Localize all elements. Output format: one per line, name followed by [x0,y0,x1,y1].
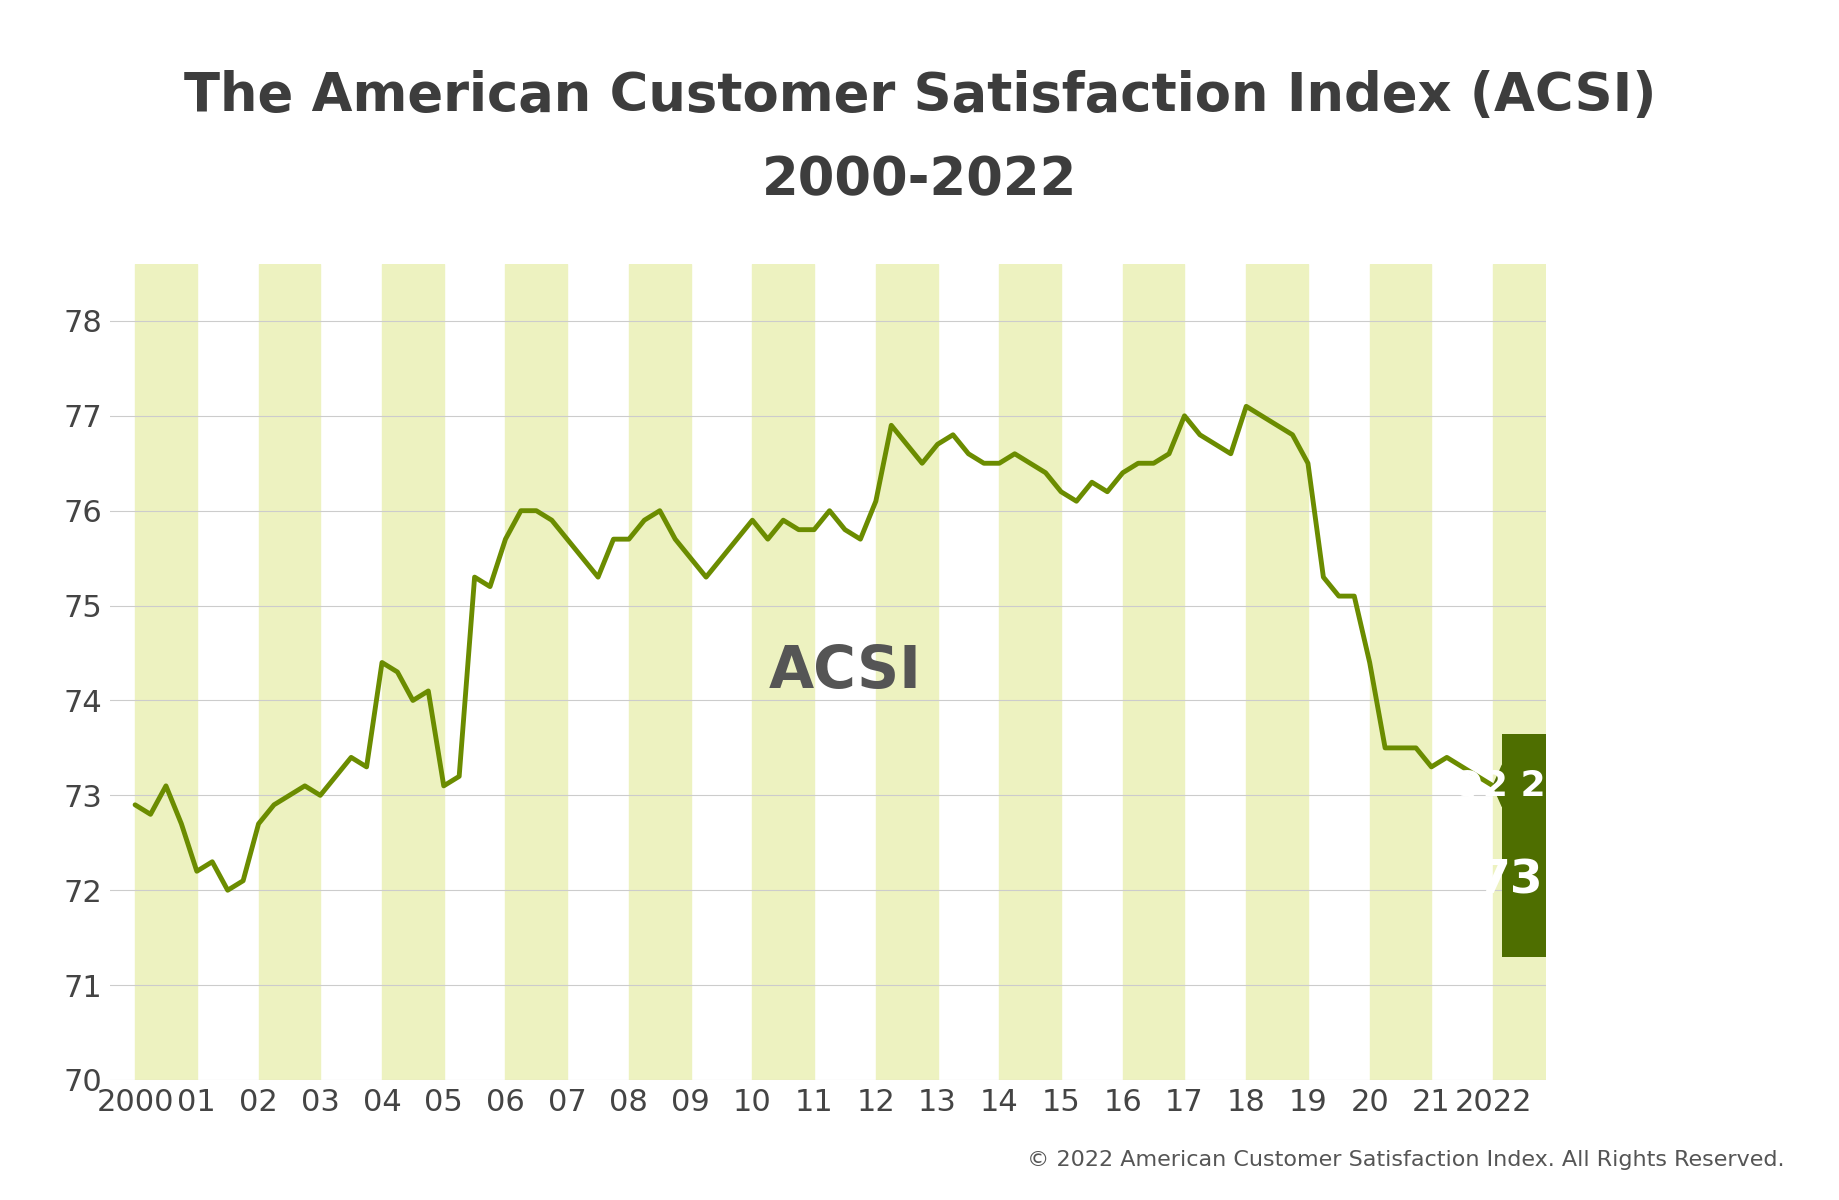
Bar [752,264,813,1080]
Bar [1491,264,1554,1080]
Bar [875,264,938,1080]
Bar [1368,264,1431,1080]
Polygon shape [1491,764,1502,806]
Text: ACSI: ACSI [769,643,921,701]
Bar [1502,733,1569,956]
Text: Q2 2022: Q2 2022 [1451,769,1620,803]
Bar [629,264,690,1080]
Bar [259,264,320,1080]
Text: 73.1: 73.1 [1477,858,1594,904]
Bar [506,264,566,1080]
Text: 2000-2022: 2000-2022 [761,154,1078,206]
Bar [1245,264,1308,1080]
Bar [383,264,443,1080]
Bar [1122,264,1184,1080]
Text: The American Customer Satisfaction Index (ACSI): The American Customer Satisfaction Index… [184,70,1655,122]
Bar [999,264,1061,1080]
Bar [134,264,197,1080]
Text: © 2022 American Customer Satisfaction Index. All Rights Reserved.: © 2022 American Customer Satisfaction In… [1026,1150,1784,1170]
